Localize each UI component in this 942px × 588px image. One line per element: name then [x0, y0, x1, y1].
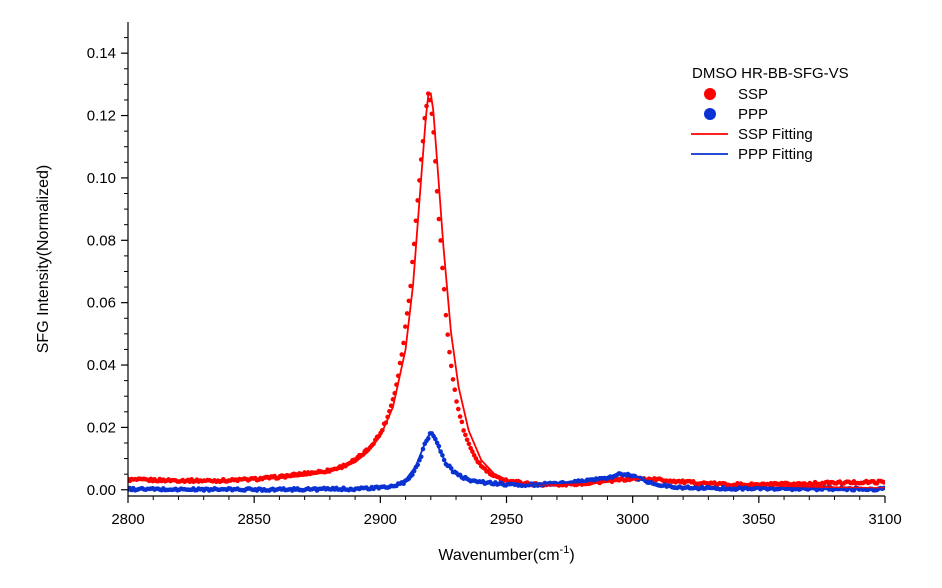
series-line-ssp-fitting — [128, 92, 885, 490]
data-point — [466, 441, 472, 447]
legend-label: SSP — [738, 86, 768, 103]
x-axis-title-superscript: -1 — [560, 544, 570, 556]
data-point — [457, 414, 463, 419]
data-point — [454, 399, 459, 404]
data-point — [401, 340, 406, 346]
y-tick-label: 0.06 — [87, 295, 116, 312]
x-tick-label: 3100 — [868, 511, 901, 528]
x-tick-label: 2800 — [111, 511, 144, 528]
y-tick-label: 0.02 — [87, 419, 116, 436]
series-line-ppp-fitting — [128, 432, 885, 491]
y-tick-label: 0.14 — [87, 45, 116, 62]
x-axis-title-suffix: ) — [569, 547, 574, 564]
data-point — [436, 216, 442, 222]
data-point — [406, 298, 412, 304]
legend: DMSO HR-BB-SFG-VS SSP PPP SSP Fitting PPP F… — [691, 65, 849, 163]
legend-title: DMSO HR-BB-SFG-VS — [692, 65, 849, 82]
x-tick-label: 2900 — [364, 511, 397, 528]
data-point — [404, 311, 410, 316]
data-point — [408, 283, 413, 289]
x-tick-label: 3000 — [616, 511, 649, 528]
data-point — [452, 387, 458, 393]
legend-label: PPP — [738, 106, 768, 123]
legend-marker-ppp — [704, 108, 716, 120]
data-point — [468, 445, 473, 451]
legend-marker-ssp — [704, 88, 716, 100]
data-point — [438, 238, 443, 243]
x-axis-title: Wavenumber(cm-1) — [438, 544, 574, 564]
x-axis-title-main: Wavenumber(cm — [438, 547, 559, 564]
data-point — [461, 428, 466, 433]
data-point — [450, 377, 456, 382]
data-point — [459, 419, 465, 425]
data-point — [440, 265, 445, 271]
legend-label: PPP Fitting — [738, 146, 813, 163]
y-axis-title: SFG Intensity(Normalized) — [35, 165, 52, 354]
data-point — [399, 352, 405, 357]
y-tick-label: 0.00 — [87, 482, 116, 499]
series-layer — [128, 91, 885, 493]
ticks-layer: 2800 2850 2900 2950 3000 3050 3100 0.00 0.02 0.04… — [87, 37, 902, 528]
data-point — [397, 360, 403, 366]
data-point — [434, 189, 440, 194]
y-tick-label: 0.10 — [87, 170, 116, 187]
data-point — [447, 349, 452, 355]
y-tick-label: 0.04 — [87, 357, 116, 374]
series-clip-group — [128, 91, 885, 493]
data-point — [470, 449, 475, 454]
data-point — [881, 480, 885, 485]
data-point — [463, 432, 468, 438]
data-point — [443, 312, 449, 318]
x-tick-label: 2950 — [490, 511, 523, 528]
data-point — [445, 332, 451, 337]
data-point — [441, 287, 447, 292]
data-point — [403, 324, 408, 329]
y-tick-label: 0.12 — [87, 108, 116, 125]
data-point — [456, 406, 461, 412]
x-tick-label: 3050 — [742, 511, 775, 528]
y-tick-label: 0.08 — [87, 232, 116, 249]
data-point — [464, 437, 470, 443]
data-point — [448, 363, 454, 369]
legend-label: SSP Fitting — [738, 126, 813, 143]
x-tick-label: 2850 — [237, 511, 270, 528]
data-point — [410, 259, 415, 265]
